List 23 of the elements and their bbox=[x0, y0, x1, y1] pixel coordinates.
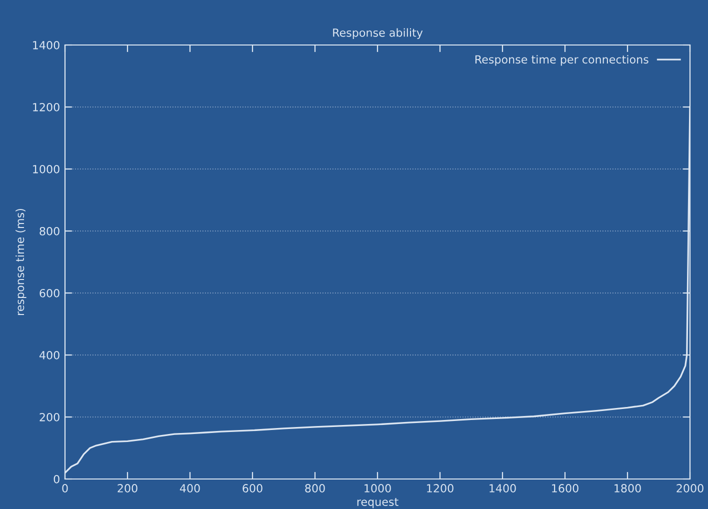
x-tick-label: 1400 bbox=[490, 484, 516, 492]
x-tick-label: 1000 bbox=[364, 484, 391, 492]
x-tick-label: 2000 bbox=[676, 484, 704, 492]
x-tick-label: 1600 bbox=[552, 484, 578, 492]
x-tick-label: 200 bbox=[118, 484, 138, 492]
y-tick-label: 400 bbox=[39, 350, 60, 360]
y-axis-title: response time (ms) bbox=[16, 209, 26, 315]
x-tick-label: 1200 bbox=[427, 484, 454, 492]
y-tick-label: 1200 bbox=[33, 102, 60, 112]
y-tick-label: 1000 bbox=[33, 164, 60, 174]
x-tick-label: 800 bbox=[305, 484, 325, 492]
y-tick-label: 1400 bbox=[33, 40, 60, 50]
y-tick-label: 600 bbox=[40, 288, 60, 298]
x-tick-label: 1800 bbox=[614, 484, 641, 492]
chart-title: Response ability bbox=[333, 28, 423, 39]
legend-label: Response time per connections bbox=[475, 55, 648, 66]
x-tick-label: 0 bbox=[62, 484, 68, 492]
x-tick-label: 600 bbox=[242, 484, 262, 492]
x-tick-label: 400 bbox=[180, 484, 200, 492]
x-axis-title: request bbox=[357, 498, 398, 508]
y-tick-label: 800 bbox=[40, 226, 60, 236]
y-tick-label: 0 bbox=[54, 474, 60, 484]
y-tick-label: 200 bbox=[40, 412, 60, 422]
